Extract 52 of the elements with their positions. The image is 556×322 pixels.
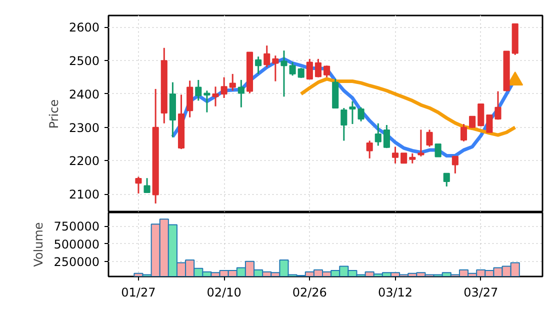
x-tick-label: 01/27 bbox=[121, 286, 156, 300]
candlestick bbox=[340, 107, 348, 142]
candlestick bbox=[486, 114, 493, 133]
candlestick bbox=[135, 176, 142, 194]
y-tick-label: 750000 bbox=[54, 220, 100, 234]
candlestick bbox=[280, 50, 288, 98]
candlestick bbox=[255, 56, 262, 75]
candlestick bbox=[418, 128, 424, 158]
y-tick-label: 2100 bbox=[68, 188, 100, 202]
y-tick-label: 250000 bbox=[54, 254, 100, 269]
candlestick bbox=[494, 90, 502, 120]
candlestick bbox=[306, 58, 313, 80]
candlestick bbox=[366, 140, 373, 160]
candlestick bbox=[443, 172, 450, 188]
y-tick-label: 2600 bbox=[68, 20, 100, 35]
candlestick bbox=[324, 64, 330, 78]
x-tick-label: 02/10 bbox=[206, 286, 242, 300]
candlestick bbox=[238, 79, 244, 108]
candlestick bbox=[478, 103, 484, 128]
candlestick bbox=[392, 146, 399, 164]
y-axis-title: Price bbox=[46, 99, 61, 129]
candlestick bbox=[374, 122, 382, 146]
candlestick bbox=[409, 152, 416, 164]
candlestick bbox=[298, 67, 304, 79]
candlestick bbox=[289, 61, 296, 76]
candlestick bbox=[434, 144, 442, 158]
candlestick bbox=[400, 152, 408, 164]
candlestick bbox=[272, 54, 279, 82]
x-tick-label: 03/27 bbox=[464, 286, 498, 300]
y-tick-label: 2200 bbox=[68, 154, 100, 168]
y-axis-title: Volume bbox=[32, 222, 46, 267]
candlestick bbox=[314, 58, 322, 78]
candlestick bbox=[349, 100, 356, 125]
candlestick bbox=[358, 106, 364, 122]
candlestick bbox=[229, 73, 236, 92]
candlestick bbox=[220, 76, 228, 99]
candlestick bbox=[212, 86, 219, 108]
y-tick-label: 2400 bbox=[68, 87, 100, 102]
x-tick-label: 02/26 bbox=[292, 286, 327, 300]
candlestick bbox=[452, 156, 458, 174]
candlestick bbox=[383, 124, 390, 149]
candlestick bbox=[204, 90, 210, 114]
y-tick-label: 2500 bbox=[68, 54, 100, 68]
candlestick bbox=[195, 79, 202, 102]
candlestick bbox=[460, 123, 468, 142]
candlestick bbox=[264, 44, 270, 68]
y-tick-label: 500000 bbox=[54, 237, 100, 252]
y-tick-label: 2300 bbox=[68, 120, 100, 135]
candlestick bbox=[426, 128, 433, 148]
candlestick bbox=[186, 80, 194, 118]
candlestick bbox=[144, 177, 150, 194]
x-tick-label: 03/12 bbox=[378, 286, 413, 300]
